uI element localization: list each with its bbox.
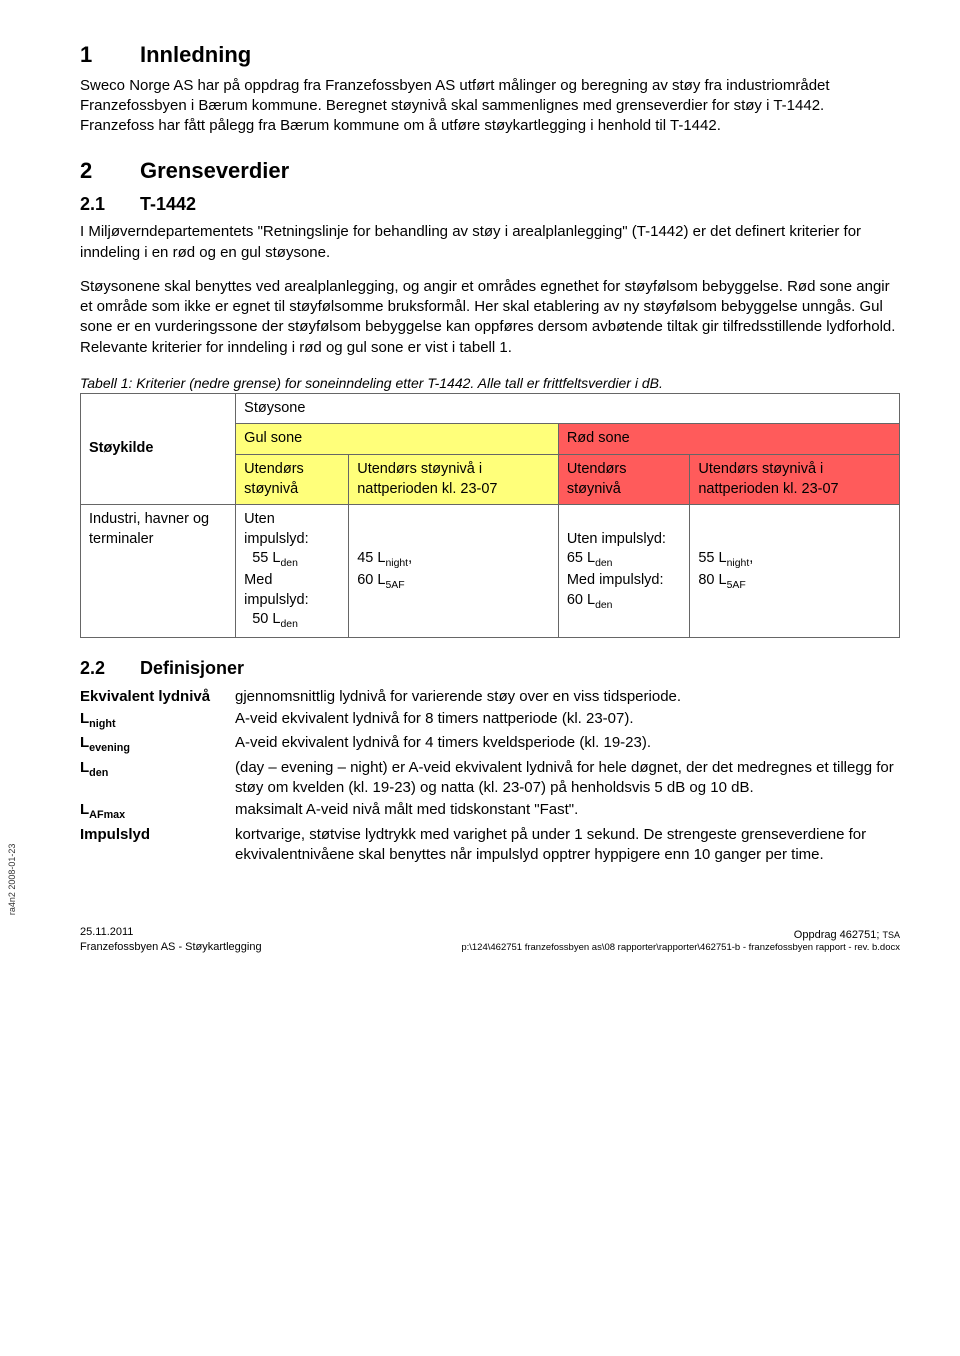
heading-1-num: 1 <box>80 40 140 70</box>
heading-2-2-title: Definisjoner <box>140 658 244 678</box>
cell-rod-night: 55 Lnight, 80 L5AF <box>690 505 900 638</box>
footer-path: p:\124\462751 franzefossbyen as\08 rappo… <box>461 942 900 955</box>
table-row: Industri, havner og terminaler Uten impu… <box>81 505 900 638</box>
table-caption: Tabell 1: Kriterier (nedre grense) for s… <box>80 374 900 393</box>
heading-2-2: 2.2Definisjoner <box>80 656 900 680</box>
heading-1-title: Innledning <box>140 42 251 67</box>
definition-desc: (day – evening – night) er A-veid ekviva… <box>235 758 900 799</box>
header-rod-sone: Rød sone <box>558 424 899 455</box>
footer-left: 25.11.2011 Franzefossbyen AS - Støykartl… <box>80 925 262 955</box>
footer-date: 25.11.2011 <box>80 925 262 940</box>
paragraph-t1442-b: Støysonene skal benyttes ved arealplanle… <box>80 277 900 358</box>
definition-desc: A-veid ekvivalent lydnivå for 4 timers k… <box>235 733 900 756</box>
definition-row: LAFmaxmaksimalt A-veid nivå målt med tid… <box>80 800 900 823</box>
heading-2: 2Grenseverdier <box>80 156 900 186</box>
definition-term: Lden <box>80 758 235 799</box>
definition-desc: gjennomsnittlig lydnivå for varierende s… <box>235 687 900 707</box>
col-rod-out: Utendørs støynivå <box>558 454 690 504</box>
definition-desc: A-veid ekvivalent lydnivå for 8 timers n… <box>235 709 900 732</box>
definition-desc: kortvarige, støtvise lydtrykk med varigh… <box>235 825 900 866</box>
footer-oppdrag: Oppdrag 462751; TSA <box>461 928 900 943</box>
definition-desc: maksimalt A-veid nivå målt med tidskonst… <box>235 800 900 823</box>
definition-row: LeveningA-veid ekvivalent lydnivå for 4 … <box>80 733 900 756</box>
definition-row: Ekvivalent lydnivågjennomsnittlig lydniv… <box>80 687 900 707</box>
heading-2-1: 2.1T-1442 <box>80 192 900 216</box>
heading-2-title: Grenseverdier <box>140 158 289 183</box>
col-gul-out: Utendørs støynivå <box>236 454 349 504</box>
side-text: ra4n2 2008-01-23 <box>6 844 18 916</box>
heading-2-2-num: 2.2 <box>80 656 140 680</box>
col-gul-night: Utendørs støynivå i nattperioden kl. 23-… <box>349 454 559 504</box>
heading-2-1-title: T-1442 <box>140 194 196 214</box>
header-gul-sone: Gul sone <box>236 424 559 455</box>
definition-term: Levening <box>80 733 235 756</box>
heading-2-1-num: 2.1 <box>80 192 140 216</box>
heading-2-num: 2 <box>80 156 140 186</box>
col-rod-night: Utendørs støynivå i nattperioden kl. 23-… <box>690 454 900 504</box>
cell-gul-night: 45 Lnight, 60 L5AF <box>349 505 559 638</box>
footer: 25.11.2011 Franzefossbyen AS - Støykartl… <box>80 925 900 955</box>
heading-1: 1Innledning <box>80 40 900 70</box>
cell-rod-out: Uten impulslyd: 65 Lden Med impulslyd: 6… <box>558 505 690 638</box>
col-header-source: Støykilde <box>81 393 236 504</box>
header-stoysone: Støysone <box>236 393 900 424</box>
definition-row: Lden(day – evening – night) er A-veid ek… <box>80 758 900 799</box>
definition-term: Lnight <box>80 709 235 732</box>
footer-title: Franzefossbyen AS - Støykartlegging <box>80 940 262 955</box>
paragraph-t1442-a: I Miljøverndepartementets "Retningslinje… <box>80 222 900 263</box>
cell-gul-out: Uten impulslyd: 55 Lden Med impulslyd: 5… <box>236 505 349 638</box>
definition-row: LnightA-veid ekvivalent lydnivå for 8 ti… <box>80 709 900 732</box>
definition-row: Impulslydkortvarige, støtvise lydtrykk m… <box>80 825 900 866</box>
zone-table: Støykilde Støysone Gul sone Rød sone Ute… <box>80 393 900 638</box>
paragraph-intro: Sweco Norge AS har på oppdrag fra Franze… <box>80 76 900 137</box>
cell-source: Industri, havner og terminaler <box>81 505 236 638</box>
definitions-list: Ekvivalent lydnivågjennomsnittlig lydniv… <box>80 687 900 866</box>
definition-term: Ekvivalent lydnivå <box>80 687 235 707</box>
footer-right: Oppdrag 462751; TSA p:\124\462751 franze… <box>461 928 900 956</box>
definition-term: LAFmax <box>80 800 235 823</box>
definition-term: Impulslyd <box>80 825 235 866</box>
